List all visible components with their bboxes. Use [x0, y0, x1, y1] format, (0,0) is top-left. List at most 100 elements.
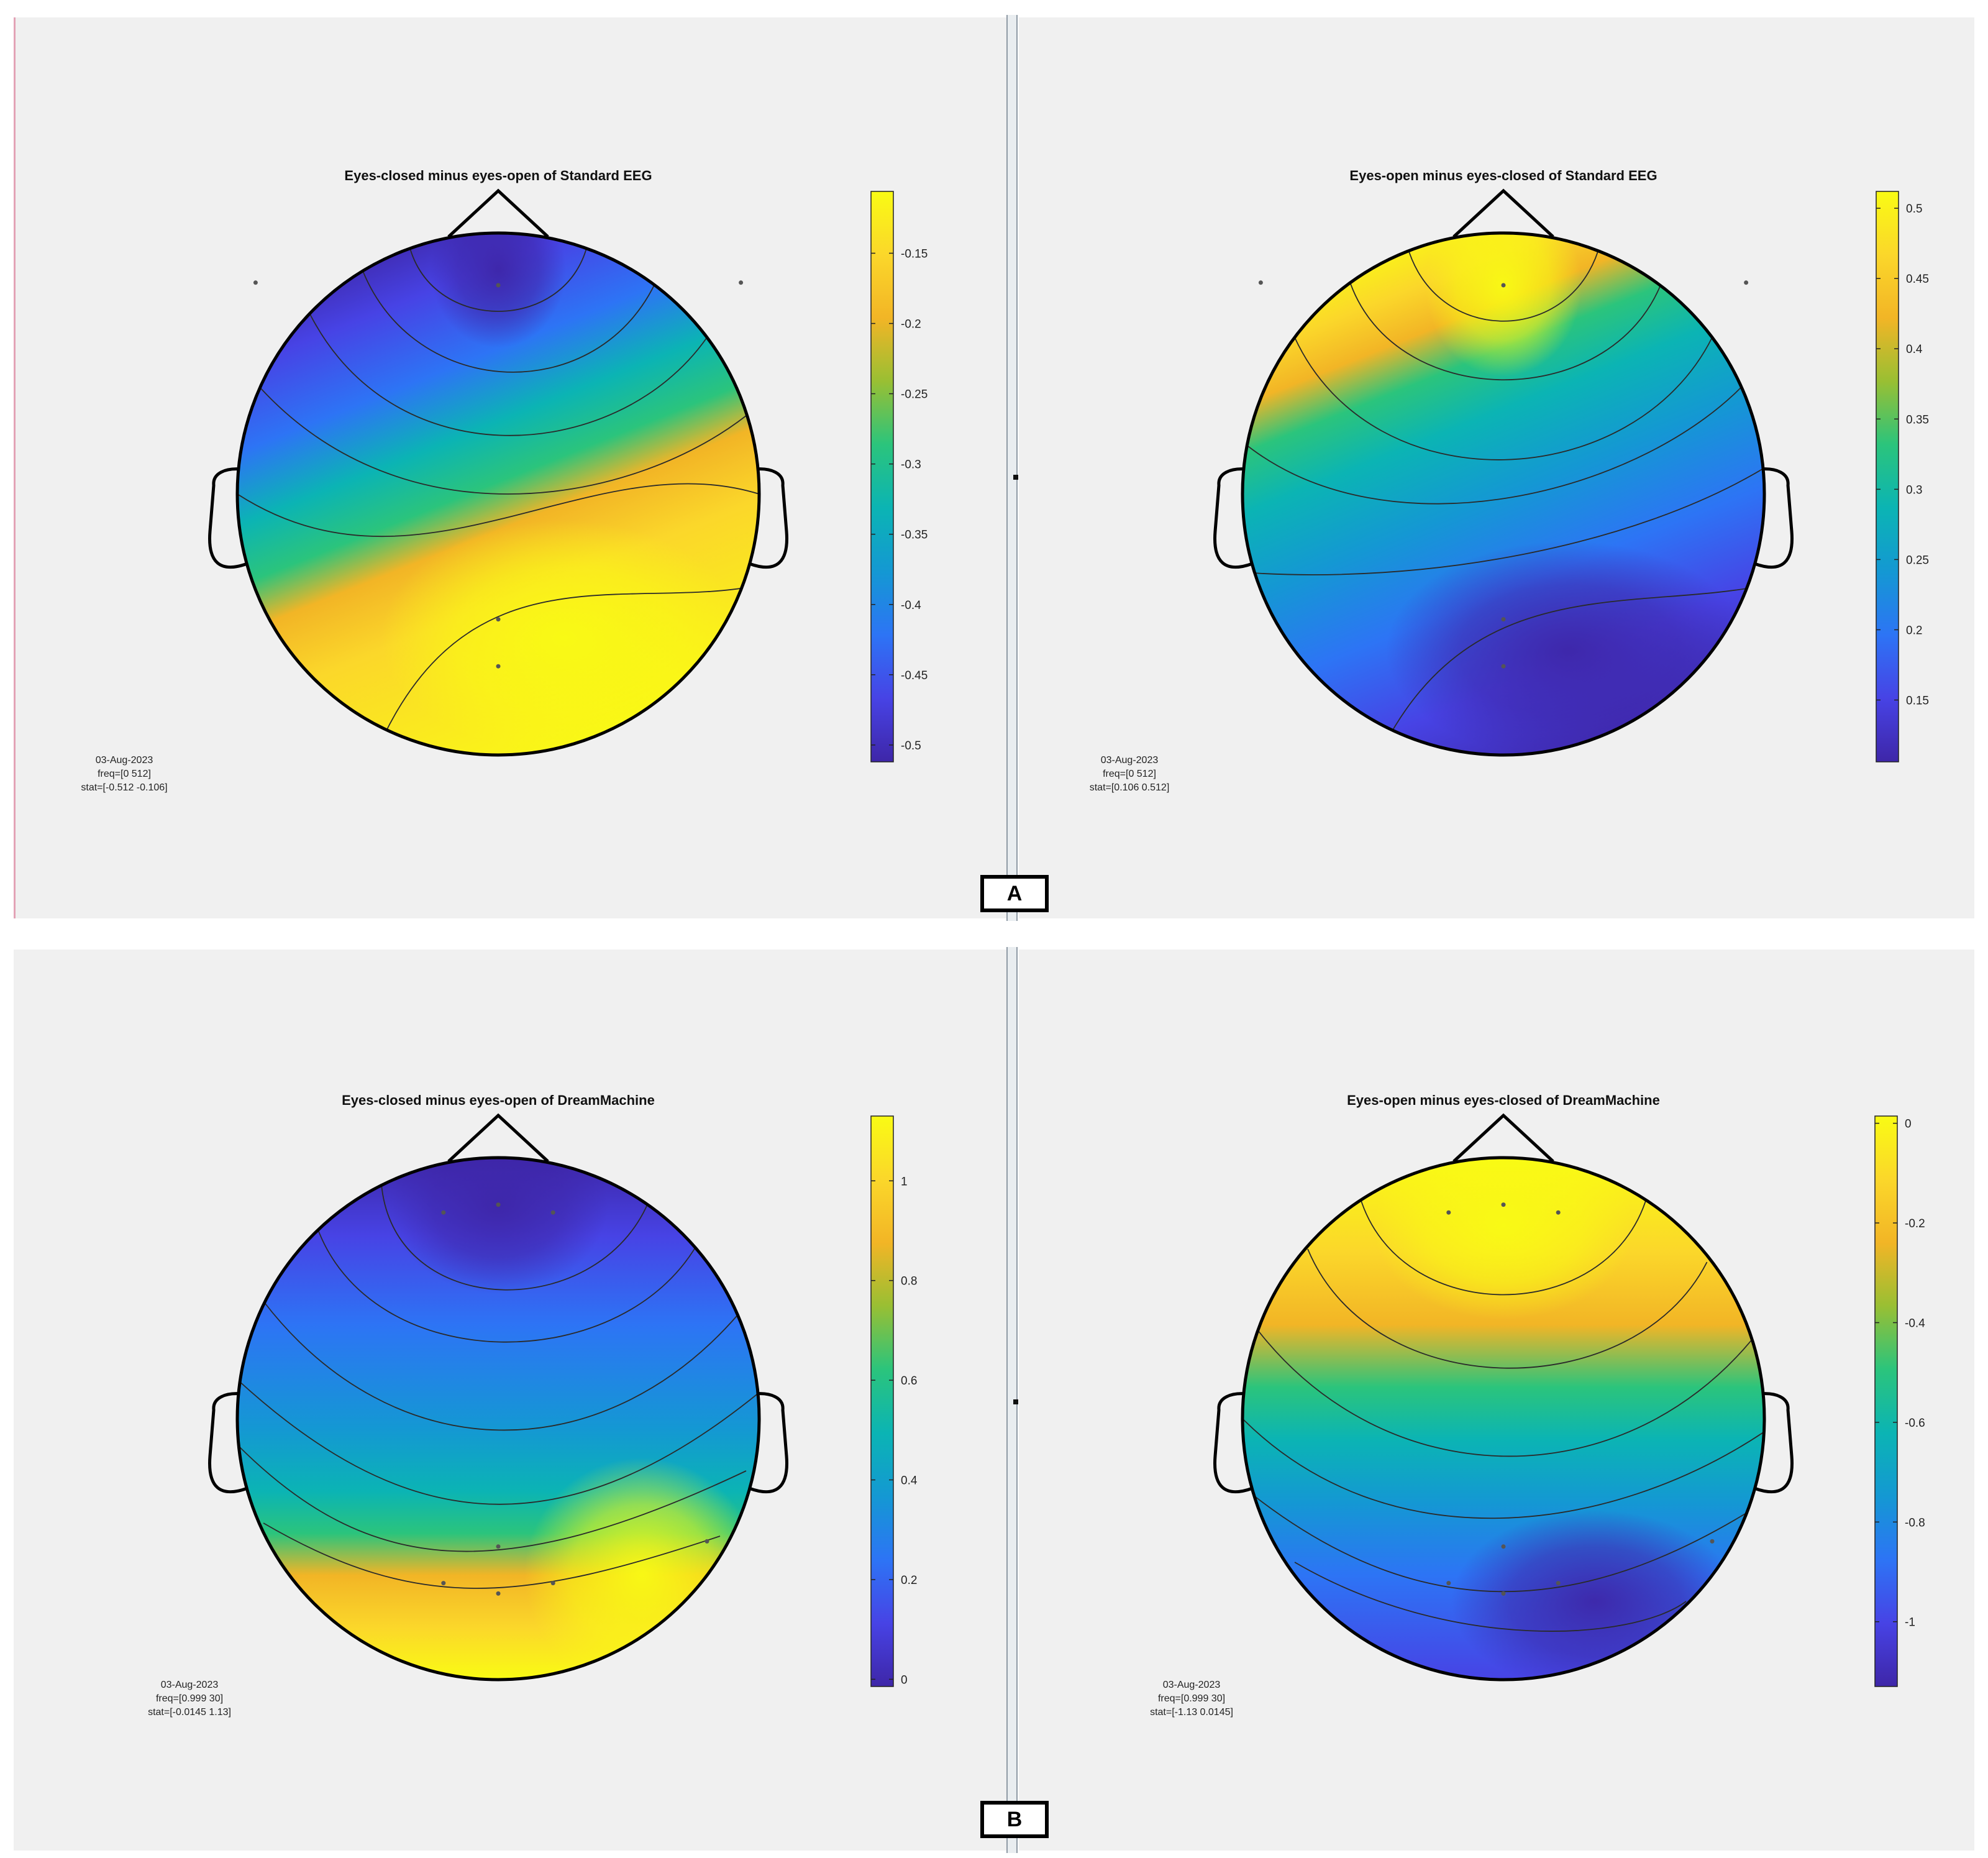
colorbar-tick-label: -0.5 [901, 739, 921, 753]
electrode-marker [1501, 1544, 1506, 1549]
contour-line-2 [263, 1301, 739, 1431]
contour-line-4 [1242, 467, 1764, 575]
divider-handle-b [1013, 1399, 1018, 1404]
electrode-marker [496, 664, 501, 669]
plot-info-line: 03-Aug-2023 [161, 1680, 219, 1690]
electrode-marker [1744, 280, 1749, 285]
nose-outline [1452, 188, 1554, 238]
scalp-map [1242, 1158, 1764, 1680]
colorbar-tick-label: -0.3 [901, 459, 921, 472]
left-ear-outline [1213, 1392, 1253, 1494]
plot-title: Eyes-open minus eyes-closed of DreamMach… [1347, 1092, 1660, 1108]
contour-line-1 [315, 1222, 703, 1343]
colorbar: -0.15 -0.2 -0.25 -0.3 -0.35 -0.4 -0.45 -0.5 [870, 191, 928, 762]
colorbar-scale [1874, 1115, 1898, 1687]
electrode-marker [496, 1202, 501, 1207]
panel-divider-a[interactable] [1006, 15, 1018, 921]
head-outline [235, 231, 761, 757]
colorbar-tick-label: 0.5 [1906, 203, 1922, 216]
left-ear-outline [208, 1392, 248, 1494]
colorbar-tick-label: -0.4 [1905, 1317, 1925, 1330]
colorbar: 1 0.8 0.6 0.4 0.2 0 [870, 1115, 918, 1687]
electrode-marker [704, 1539, 709, 1544]
electrode-marker [550, 1210, 555, 1215]
electrode-marker [739, 280, 744, 285]
contour-line-1 [1346, 272, 1666, 381]
plot-info-line: stat=[-0.512 -0.106] [81, 782, 167, 793]
colorbar-tick-label: 0.15 [1906, 695, 1929, 708]
colorbar-tick-label: -0.6 [1905, 1417, 1925, 1430]
colorbar-tick-label: -0.25 [901, 388, 928, 401]
electrode-marker [1501, 664, 1506, 669]
contour-line-1 [354, 245, 661, 373]
contour-line-0 [380, 1170, 655, 1291]
colorbar-tick-label: -0.2 [901, 318, 921, 331]
plot-info-line: 03-Aug-2023 [96, 755, 153, 766]
colorbar-tick-label: 0 [1905, 1118, 1912, 1131]
colorbar-tick-label: 0.2 [1906, 624, 1922, 637]
colorbar-scale [870, 191, 894, 762]
nose-outline [1452, 1113, 1554, 1163]
contour-line-2 [1255, 1327, 1752, 1457]
contour-line-5 [1294, 1562, 1687, 1632]
plot-info-line: freq=[0 512] [98, 769, 151, 779]
colorbar-tick-label: 0.2 [901, 1574, 917, 1587]
scalp-map [237, 233, 759, 755]
electrode-marker [1556, 1210, 1561, 1215]
scalp-map [1242, 233, 1764, 755]
electrode-marker [253, 280, 258, 285]
plot-info-line: stat=[-0.0145 1.13] [148, 1707, 231, 1718]
electrode-marker [1501, 1591, 1506, 1596]
right-ear-outline [749, 467, 788, 569]
colorbar-tick-label: -0.45 [901, 669, 928, 682]
contour-line-3 [1242, 1418, 1764, 1519]
plot-info-line: freq=[0.999 30] [156, 1693, 223, 1704]
colorbar-tick-label: 0.4 [901, 1475, 918, 1488]
colorbar-scale [1876, 191, 1899, 762]
plot-info-line: stat=[-1.13 0.0145] [1150, 1707, 1233, 1718]
electrode-marker [496, 1591, 501, 1596]
topoplot-1: Eyes-open minus eyes-closed of Standard … [1090, 168, 1929, 793]
topoplot-2: Eyes-closed minus eyes-open of DreamMach… [148, 1092, 918, 1718]
right-ear-outline [749, 1392, 788, 1494]
contour-line-4 [237, 483, 759, 537]
contour-line-1 [1307, 1248, 1708, 1369]
colorbar-tick-label: -0.4 [901, 599, 921, 612]
contour-line-2 [302, 298, 708, 436]
electrode-marker [1710, 1539, 1715, 1544]
nose-outline [447, 188, 549, 238]
colorbar-tick-label: -0.2 [1905, 1217, 1925, 1230]
electrode-marker [550, 1581, 555, 1586]
nose-outline [447, 1113, 549, 1163]
colorbar-tick-label: -0.35 [901, 529, 928, 542]
plot-info-line: 03-Aug-2023 [1163, 1680, 1221, 1690]
right-ear-outline [1754, 467, 1794, 569]
electrode-marker [1446, 1581, 1451, 1586]
colorbar: 0.5 0.45 0.4 0.35 0.3 0.25 0.2 0.15 [1876, 191, 1929, 762]
colorbar: 0 -0.2 -0.4 -0.6 -0.8 -1 [1874, 1115, 1925, 1687]
electrode-marker [441, 1210, 446, 1215]
colorbar-tick-label: -1 [1905, 1616, 1915, 1629]
figure-label-b: B [980, 1801, 1049, 1838]
left-ear-outline [1213, 467, 1253, 569]
contour-line-0 [1403, 233, 1603, 322]
plot-info-line: freq=[0 512] [1103, 769, 1156, 779]
left-ear-outline [208, 467, 248, 569]
head-outline [1241, 231, 1766, 757]
figure-label-a: A [980, 875, 1049, 912]
colorbar-tick-label: 0.3 [1906, 483, 1922, 497]
contour-line-5 [263, 1522, 721, 1589]
plot-info-line: stat=[0.106 0.512] [1090, 782, 1170, 793]
contour-line-3 [250, 376, 747, 495]
topoplot-3: Eyes-open minus eyes-closed of DreamMach… [1150, 1092, 1925, 1718]
electrode-marker [1501, 617, 1506, 622]
electrode-marker [496, 283, 501, 288]
plot-info-line: 03-Aug-2023 [1101, 755, 1159, 766]
plot-title: Eyes-closed minus eyes-open of DreamMach… [342, 1092, 655, 1108]
electrode-marker [1446, 1210, 1451, 1215]
colorbar-tick-label: 0.4 [1906, 343, 1923, 356]
colorbar-tick-label: 1 [901, 1175, 908, 1188]
electrode-marker [1556, 1581, 1561, 1586]
head-outline [1241, 1156, 1766, 1682]
electrode-marker [1501, 1202, 1506, 1207]
